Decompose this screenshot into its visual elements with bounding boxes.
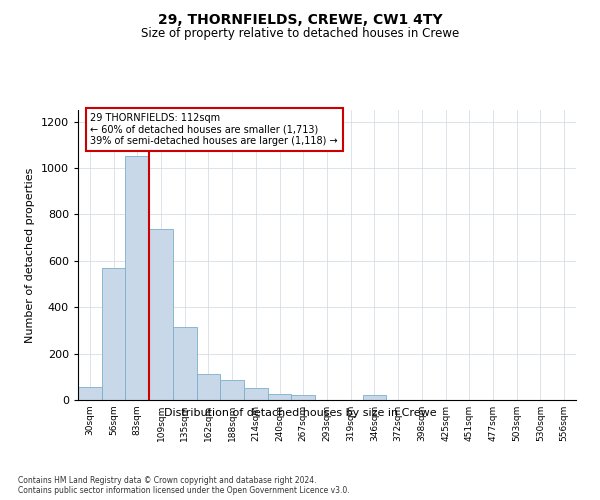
Y-axis label: Number of detached properties: Number of detached properties xyxy=(25,168,35,342)
Text: 29, THORNFIELDS, CREWE, CW1 4TY: 29, THORNFIELDS, CREWE, CW1 4TY xyxy=(158,12,442,26)
Text: Size of property relative to detached houses in Crewe: Size of property relative to detached ho… xyxy=(141,28,459,40)
Bar xyxy=(244,388,268,400)
Text: Distribution of detached houses by size in Crewe: Distribution of detached houses by size … xyxy=(164,408,436,418)
Bar xyxy=(362,396,386,400)
Bar xyxy=(197,374,220,400)
Bar xyxy=(125,156,149,400)
Bar xyxy=(220,380,244,400)
Text: Contains HM Land Registry data © Crown copyright and database right 2024.
Contai: Contains HM Land Registry data © Crown c… xyxy=(18,476,350,495)
Bar xyxy=(149,230,173,400)
Bar xyxy=(268,394,292,400)
Text: 29 THORNFIELDS: 112sqm
← 60% of detached houses are smaller (1,713)
39% of semi-: 29 THORNFIELDS: 112sqm ← 60% of detached… xyxy=(91,113,338,146)
Bar xyxy=(78,387,102,400)
Bar xyxy=(173,327,197,400)
Bar xyxy=(102,268,125,400)
Bar xyxy=(292,396,315,400)
